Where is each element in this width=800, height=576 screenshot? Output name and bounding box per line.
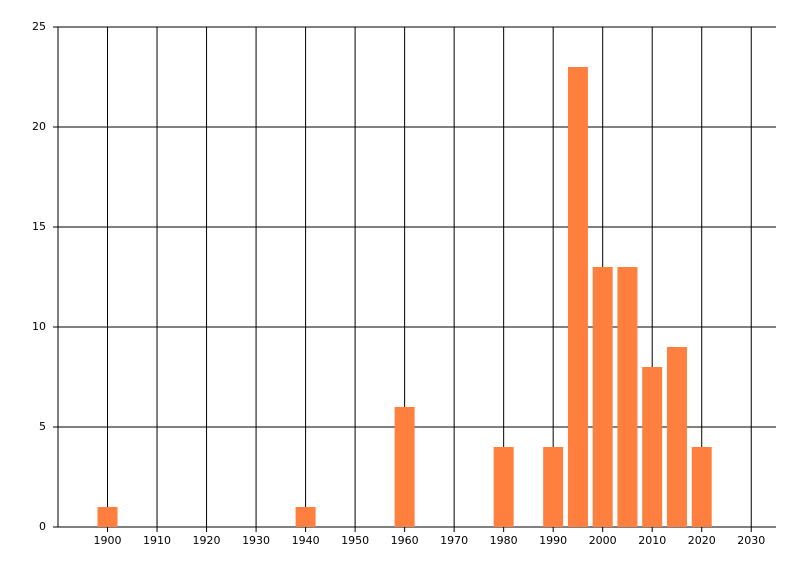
x-tick-label: 2030 — [737, 534, 765, 547]
x-tick-label: 1960 — [391, 534, 419, 547]
bar — [617, 267, 638, 527]
x-tick-label: 1980 — [490, 534, 518, 547]
x-tick-label: 2000 — [589, 534, 617, 547]
bar — [691, 447, 712, 527]
x-tick-label: 1970 — [440, 534, 468, 547]
bar — [97, 507, 118, 527]
x-tick-label: 1990 — [539, 534, 567, 547]
y-tick-label: 25 — [32, 20, 46, 33]
bar — [394, 407, 415, 527]
x-tick-label: 1910 — [143, 534, 171, 547]
bar — [666, 347, 687, 527]
bar — [592, 267, 613, 527]
y-tick-label: 20 — [32, 120, 46, 133]
x-tick-label: 2020 — [688, 534, 716, 547]
y-tick-label: 10 — [32, 320, 46, 333]
x-tick-label: 1920 — [193, 534, 221, 547]
y-tick-label: 5 — [39, 420, 46, 433]
bar — [642, 367, 663, 527]
x-tick-label: 1930 — [242, 534, 270, 547]
bar — [295, 507, 316, 527]
bar — [493, 447, 514, 527]
x-tick-label: 1900 — [94, 534, 122, 547]
x-tick-label: 1950 — [341, 534, 369, 547]
x-tick-label: 1940 — [292, 534, 320, 547]
y-tick-label: 0 — [39, 520, 46, 533]
bar — [543, 447, 564, 527]
x-tick-label: 2010 — [638, 534, 666, 547]
y-tick-label: 15 — [32, 220, 46, 233]
bar — [567, 67, 588, 527]
